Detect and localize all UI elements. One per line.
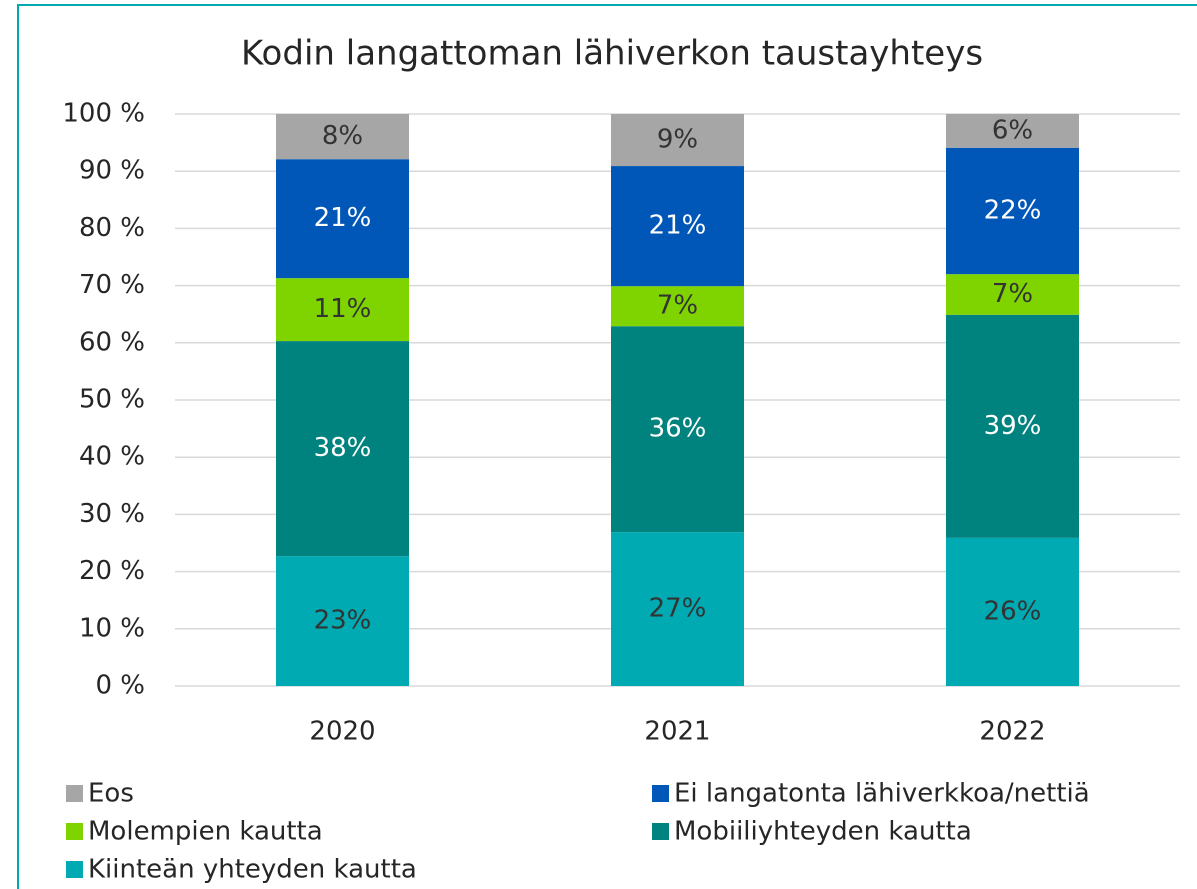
data-label: 21% (649, 211, 707, 241)
y-tick-label: 30 % (79, 499, 145, 529)
data-label: 6% (992, 115, 1033, 145)
data-label: 23% (314, 606, 372, 636)
data-label: 11% (314, 294, 372, 324)
y-tick-label: 60 % (79, 327, 145, 357)
bar-segment (946, 314, 1079, 538)
data-label: 7% (657, 291, 698, 321)
legend-label: Eos (88, 779, 134, 809)
data-label: 38% (314, 433, 372, 463)
data-label: 9% (657, 125, 698, 155)
x-tick-label: 2021 (644, 717, 710, 747)
y-tick-label: 0 % (95, 671, 145, 701)
legend-swatch (652, 785, 669, 802)
bar-segment (276, 556, 409, 686)
y-tick-label: 20 % (79, 556, 145, 586)
data-label: 8% (322, 121, 363, 151)
legend-swatch (652, 823, 669, 840)
bar-segment (946, 147, 1079, 275)
data-label: 21% (314, 203, 372, 233)
y-tick-label: 90 % (79, 156, 145, 186)
legend-swatch (66, 861, 83, 878)
bar-segment (611, 114, 744, 167)
bar-segment (276, 159, 409, 279)
data-label: 26% (984, 596, 1042, 626)
bar-segment (276, 278, 409, 342)
legend-label: Ei langatonta lähiverkkoa/nettiä (674, 779, 1090, 809)
bar-segment (276, 341, 409, 557)
x-tick-label: 2020 (309, 717, 375, 747)
chart-border (17, 4, 1197, 889)
chart-title: Kodin langattoman lähiverkon taustayhtey… (241, 34, 983, 74)
data-label: 27% (649, 594, 707, 624)
data-label: 7% (992, 279, 1033, 309)
bar-segment (946, 114, 1079, 148)
bar-segment (611, 166, 744, 287)
bar-segment (611, 532, 744, 686)
bar-segment (611, 286, 744, 327)
y-tick-label: 70 % (79, 270, 145, 300)
y-tick-label: 50 % (79, 385, 145, 415)
data-label: 36% (649, 414, 707, 444)
bar-segment (276, 114, 409, 160)
y-tick-label: 80 % (79, 213, 145, 243)
bar-segment (946, 274, 1079, 315)
data-label: 22% (984, 195, 1042, 225)
x-tick-label: 2022 (979, 717, 1045, 747)
legend-swatch (66, 785, 83, 802)
legend-swatch (66, 823, 83, 840)
y-tick-label: 10 % (79, 613, 145, 643)
bar-segment (611, 326, 744, 533)
bar-segment (946, 537, 1079, 686)
legend-label: Molempien kautta (88, 817, 323, 847)
legend-label: Kiinteän yhteyden kautta (88, 855, 417, 885)
y-tick-label: 40 % (79, 442, 145, 472)
data-label: 39% (984, 411, 1042, 441)
y-tick-label: 100 % (62, 99, 145, 129)
legend-label: Mobiiliyhteyden kautta (674, 817, 972, 847)
